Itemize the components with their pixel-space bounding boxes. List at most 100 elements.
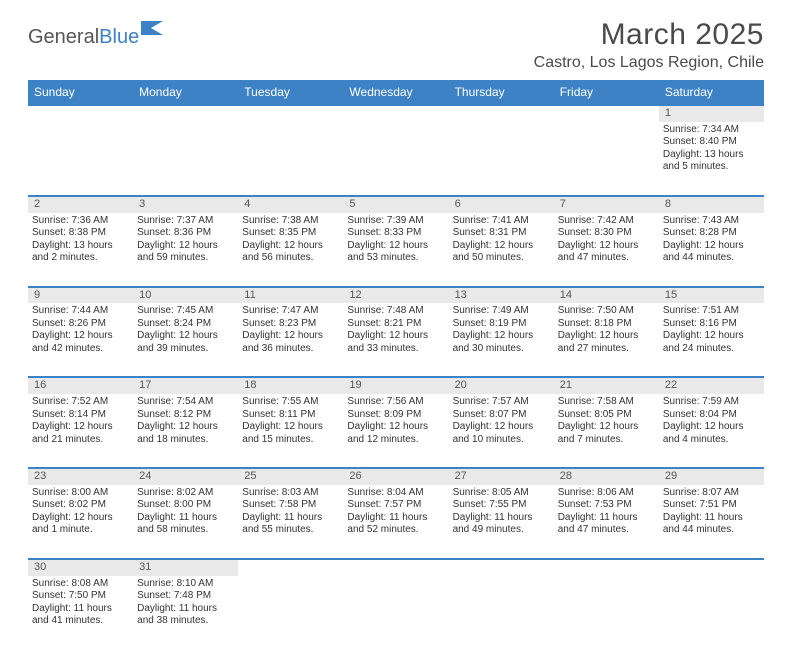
- day1-text: Daylight: 12 hours: [242, 421, 339, 434]
- sunset-text: Sunset: 8:18 PM: [558, 318, 655, 331]
- sunrise-text: Sunrise: 8:10 AM: [137, 578, 234, 591]
- day-cell: Sunrise: 7:42 AMSunset: 8:30 PMDaylight:…: [554, 213, 659, 287]
- sunset-text: Sunset: 8:02 PM: [32, 499, 129, 512]
- day2-text: and 15 minutes.: [242, 434, 339, 447]
- sunset-text: Sunset: 8:35 PM: [242, 227, 339, 240]
- day-cell: [554, 576, 659, 650]
- sunrise-text: Sunrise: 7:52 AM: [32, 396, 129, 409]
- day-number: 20: [449, 377, 554, 394]
- day-number: 13: [449, 287, 554, 304]
- sunrise-text: Sunrise: 7:38 AM: [242, 215, 339, 228]
- sunset-text: Sunset: 8:28 PM: [663, 227, 760, 240]
- day1-text: Daylight: 12 hours: [558, 421, 655, 434]
- sunset-text: Sunset: 8:04 PM: [663, 409, 760, 422]
- day2-text: and 58 minutes.: [137, 524, 234, 537]
- sunrise-text: Sunrise: 8:07 AM: [663, 487, 760, 500]
- day1-text: Daylight: 11 hours: [663, 512, 760, 525]
- day2-text: and 30 minutes.: [453, 343, 550, 356]
- day-cell: Sunrise: 7:43 AMSunset: 8:28 PMDaylight:…: [659, 213, 764, 287]
- sunrise-text: Sunrise: 8:00 AM: [32, 487, 129, 500]
- day1-text: Daylight: 12 hours: [137, 330, 234, 343]
- sunrise-text: Sunrise: 8:02 AM: [137, 487, 234, 500]
- day-number: [343, 559, 448, 576]
- location-text: Castro, Los Lagos Region, Chile: [534, 54, 764, 72]
- sunrise-text: Sunrise: 8:03 AM: [242, 487, 339, 500]
- day-number: [449, 105, 554, 122]
- day-cell: Sunrise: 7:47 AMSunset: 8:23 PMDaylight:…: [238, 303, 343, 377]
- sunrise-text: Sunrise: 7:45 AM: [137, 305, 234, 318]
- day-cell: Sunrise: 7:37 AMSunset: 8:36 PMDaylight:…: [133, 213, 238, 287]
- sunrise-text: Sunrise: 7:56 AM: [347, 396, 444, 409]
- day-number: [238, 105, 343, 122]
- day1-text: Daylight: 12 hours: [32, 330, 129, 343]
- day2-text: and 47 minutes.: [558, 524, 655, 537]
- day-number: 9: [28, 287, 133, 304]
- calendar-body: 1Sunrise: 7:34 AMSunset: 8:40 PMDaylight…: [28, 105, 764, 650]
- day-number: 1: [659, 105, 764, 122]
- day2-text: and 33 minutes.: [347, 343, 444, 356]
- sunset-text: Sunset: 7:55 PM: [453, 499, 550, 512]
- day1-text: Daylight: 11 hours: [453, 512, 550, 525]
- content-row: Sunrise: 7:34 AMSunset: 8:40 PMDaylight:…: [28, 122, 764, 196]
- month-title: March 2025: [534, 18, 764, 52]
- day-number: 18: [238, 377, 343, 394]
- day-number: [133, 105, 238, 122]
- day-cell: Sunrise: 7:54 AMSunset: 8:12 PMDaylight:…: [133, 394, 238, 468]
- sunrise-text: Sunrise: 7:51 AM: [663, 305, 760, 318]
- day-number: 5: [343, 196, 448, 213]
- day2-text: and 5 minutes.: [663, 161, 760, 174]
- day-number: 28: [554, 468, 659, 485]
- day1-text: Daylight: 13 hours: [32, 240, 129, 253]
- weekday-header: Monday: [133, 80, 238, 105]
- weekday-header: Saturday: [659, 80, 764, 105]
- sunset-text: Sunset: 7:50 PM: [32, 590, 129, 603]
- day-cell: Sunrise: 8:07 AMSunset: 7:51 PMDaylight:…: [659, 485, 764, 559]
- daynum-row: 9101112131415: [28, 287, 764, 304]
- daynum-row: 2345678: [28, 196, 764, 213]
- day2-text: and 4 minutes.: [663, 434, 760, 447]
- flag-icon: [141, 21, 167, 45]
- sunset-text: Sunset: 8:31 PM: [453, 227, 550, 240]
- day-cell: Sunrise: 7:36 AMSunset: 8:38 PMDaylight:…: [28, 213, 133, 287]
- daynum-row: 3031: [28, 559, 764, 576]
- sunrise-text: Sunrise: 7:39 AM: [347, 215, 444, 228]
- sunset-text: Sunset: 8:14 PM: [32, 409, 129, 422]
- content-row: Sunrise: 7:52 AMSunset: 8:14 PMDaylight:…: [28, 394, 764, 468]
- day2-text: and 50 minutes.: [453, 252, 550, 265]
- sunset-text: Sunset: 7:53 PM: [558, 499, 655, 512]
- day2-text: and 49 minutes.: [453, 524, 550, 537]
- day2-text: and 7 minutes.: [558, 434, 655, 447]
- sunrise-text: Sunrise: 7:34 AM: [663, 124, 760, 137]
- day1-text: Daylight: 12 hours: [137, 240, 234, 253]
- day-number: [554, 105, 659, 122]
- weekday-header: Tuesday: [238, 80, 343, 105]
- content-row: Sunrise: 7:36 AMSunset: 8:38 PMDaylight:…: [28, 213, 764, 287]
- day-number: [28, 105, 133, 122]
- sunset-text: Sunset: 8:05 PM: [558, 409, 655, 422]
- sunset-text: Sunset: 8:16 PM: [663, 318, 760, 331]
- day-cell: [659, 576, 764, 650]
- logo-text-1: General: [28, 26, 99, 49]
- day-cell: [343, 122, 448, 196]
- day-cell: Sunrise: 7:51 AMSunset: 8:16 PMDaylight:…: [659, 303, 764, 377]
- day1-text: Daylight: 12 hours: [453, 330, 550, 343]
- day-cell: Sunrise: 8:03 AMSunset: 7:58 PMDaylight:…: [238, 485, 343, 559]
- daynum-row: 16171819202122: [28, 377, 764, 394]
- day-number: 21: [554, 377, 659, 394]
- weekday-header: Thursday: [449, 80, 554, 105]
- sunset-text: Sunset: 8:00 PM: [137, 499, 234, 512]
- day-cell: Sunrise: 8:02 AMSunset: 8:00 PMDaylight:…: [133, 485, 238, 559]
- day1-text: Daylight: 12 hours: [242, 240, 339, 253]
- weekday-header: Wednesday: [343, 80, 448, 105]
- day2-text: and 53 minutes.: [347, 252, 444, 265]
- day-cell: Sunrise: 8:10 AMSunset: 7:48 PMDaylight:…: [133, 576, 238, 650]
- sunrise-text: Sunrise: 8:05 AM: [453, 487, 550, 500]
- sunrise-text: Sunrise: 8:04 AM: [347, 487, 444, 500]
- day1-text: Daylight: 12 hours: [32, 421, 129, 434]
- content-row: Sunrise: 7:44 AMSunset: 8:26 PMDaylight:…: [28, 303, 764, 377]
- day-cell: [449, 576, 554, 650]
- day-number: 30: [28, 559, 133, 576]
- day-cell: [238, 122, 343, 196]
- sunset-text: Sunset: 8:26 PM: [32, 318, 129, 331]
- day2-text: and 2 minutes.: [32, 252, 129, 265]
